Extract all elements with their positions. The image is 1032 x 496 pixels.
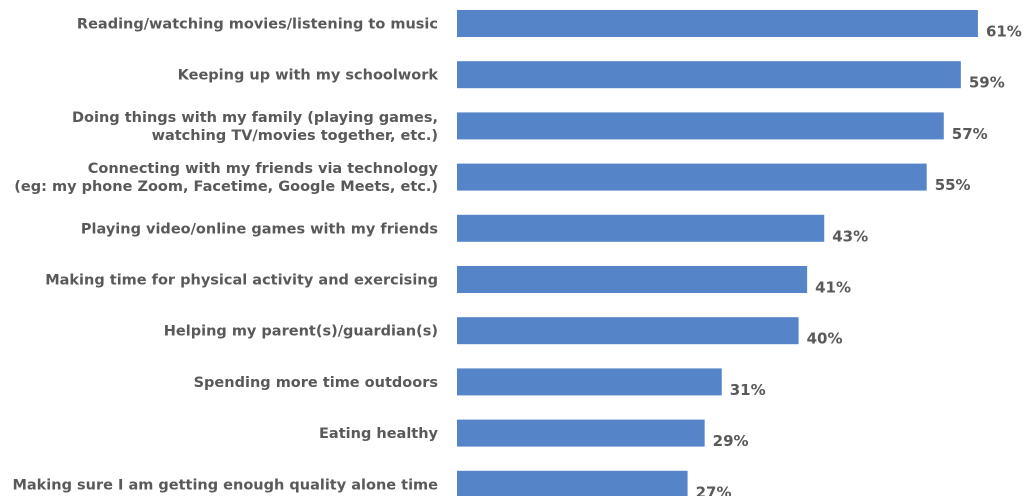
value-label-7: 40%	[807, 330, 843, 348]
bar-6	[457, 266, 808, 293]
bar-2	[457, 61, 961, 89]
category-label-1: Reading/watching movies/listening to mus…	[77, 17, 438, 33]
value-label-5: 43%	[832, 227, 868, 245]
category-label-3: Doing things with my family (playing gam…	[72, 110, 438, 144]
category-label-5: Playing video/online games with my frien…	[81, 221, 438, 237]
bar-7	[457, 317, 799, 345]
category-label-9: Eating healthy	[319, 426, 439, 442]
value-label-6: 41%	[815, 279, 851, 297]
value-label-4: 55%	[935, 176, 971, 194]
bar-9	[457, 419, 705, 447]
bar-1	[457, 10, 978, 37]
value-label-3: 57%	[952, 125, 988, 143]
bar-4	[457, 163, 927, 191]
category-label-6: Making time for physical activity and ex…	[45, 273, 438, 289]
value-label-8: 31%	[730, 381, 766, 399]
bar-8	[457, 368, 722, 396]
value-label-10: 27%	[696, 483, 732, 496]
bar-3	[457, 112, 944, 140]
value-label-2: 59%	[969, 74, 1005, 92]
bar-10	[457, 470, 688, 496]
value-label-1: 61%	[986, 23, 1022, 41]
value-label-9: 29%	[713, 432, 749, 450]
category-label-4: Connecting with my friends via technolog…	[14, 161, 438, 195]
bar-5	[457, 214, 825, 242]
category-label-10: Making sure I am getting enough quality …	[12, 477, 438, 493]
category-label-2: Keeping up with my schoolwork	[178, 68, 439, 84]
category-label-7: Helping my parent(s)/guardian(s)	[164, 324, 438, 340]
category-label-8: Spending more time outdoors	[194, 375, 438, 391]
